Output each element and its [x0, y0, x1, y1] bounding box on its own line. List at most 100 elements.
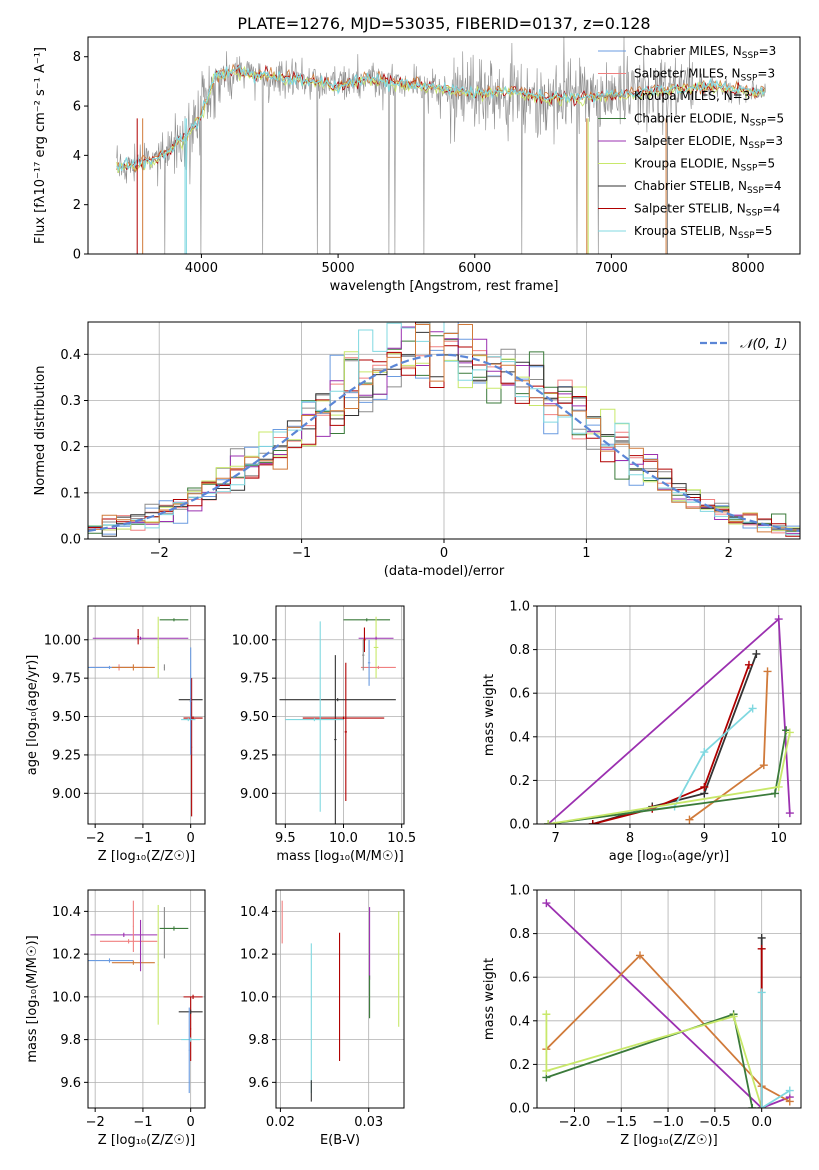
- y-tick-label: 9.25: [52, 748, 81, 763]
- normal-curve: [88, 353, 800, 532]
- x-tick-label: 0.03: [354, 1115, 383, 1130]
- weight-series: [544, 726, 791, 824]
- legend-label: Kroupa ELODIE, NSSP=5: [634, 157, 775, 174]
- y-tick-label: 9.6: [248, 1076, 269, 1091]
- weight-line: [688, 671, 769, 821]
- error-bar: [319, 621, 322, 812]
- weight-marker: [748, 704, 757, 713]
- weight-marker: [774, 782, 783, 791]
- weight-line: [592, 664, 750, 824]
- x-tick-label: −1.5: [605, 1115, 637, 1130]
- weight-line: [548, 732, 791, 824]
- error-bar: [373, 616, 379, 679]
- weight-line: [760, 992, 791, 1108]
- x-tick-label: 9: [700, 831, 708, 846]
- y-tick-label: 9.75: [240, 672, 269, 687]
- weight-marker: [774, 615, 783, 624]
- error-bar: [191, 678, 193, 817]
- weight-marker: [635, 951, 644, 960]
- weight-marker: [757, 944, 766, 953]
- weight-line: [548, 730, 787, 824]
- x-axis-label: Z [log₁₀(Z/Z☉)]: [98, 849, 195, 864]
- y-tick-label: 10.0: [240, 990, 269, 1005]
- x-axis-label: Z [log₁₀(Z/Z☉)]: [620, 1133, 717, 1148]
- legend-label: Salpeter STELIB, NSSP=4: [634, 202, 780, 219]
- weight-marker: [752, 649, 761, 658]
- error-bar: [163, 664, 165, 671]
- y-axis-label: Normed distribution: [33, 366, 48, 496]
- y-tick-label: 0.2: [509, 774, 530, 789]
- figure-title: PLATE=1276, MJD=53035, FIBERID=0137, z=0…: [237, 14, 650, 33]
- legend-label: Kroupa STELIB, NSSP=5: [634, 224, 772, 241]
- plot-area-mass_vs_ebv: [276, 890, 404, 1108]
- y-tick-label: 10.2: [240, 948, 269, 963]
- weight-marker: [744, 660, 753, 669]
- x-tick-label: −2: [150, 546, 169, 561]
- weight-line: [545, 902, 791, 1108]
- x-tick-label: −2: [86, 1115, 105, 1130]
- error-bar: [111, 664, 155, 671]
- error-bar: [163, 907, 165, 959]
- plot-area-spectrum: [116, 37, 766, 254]
- error-bar: [159, 618, 189, 622]
- x-tick-label: 2: [725, 546, 733, 561]
- x-tick-label: 10.0: [329, 831, 358, 846]
- x-tick-label: 8: [626, 831, 634, 846]
- x-tick-label: 7000: [595, 261, 628, 276]
- y-axis-label: age [log₁₀(age/yr)]: [25, 655, 40, 776]
- y-tick-label: 10.4: [52, 905, 81, 920]
- error-bar: [159, 926, 189, 931]
- weight-series: [588, 649, 761, 824]
- error-bar: [157, 616, 159, 679]
- panel-massweight_vs_age: 7 8 9 10 0.0 0.2 0.4 0.6 0.8 1.0 age [log₁₀(age/yr…: [482, 600, 802, 864]
- weight-marker: [588, 820, 597, 824]
- x-tick-label: 8000: [732, 261, 765, 276]
- y-tick-label: 9.8: [248, 1033, 269, 1048]
- error-bar: [111, 960, 155, 965]
- y-tick-label: 1.0: [509, 884, 530, 899]
- error-bar: [181, 1037, 201, 1042]
- y-tick-label: 6: [73, 100, 81, 115]
- x-tick-label: 7: [551, 831, 559, 846]
- error-bar: [343, 618, 391, 622]
- x-tick-label: 0.0: [751, 1115, 772, 1130]
- error-bar: [367, 639, 371, 686]
- error-bar: [99, 939, 158, 944]
- y-tick-label: 0.4: [509, 730, 530, 745]
- legend-label: Chabrier MILES, NSSP=3: [634, 44, 776, 61]
- y-tick-label: 0.0: [60, 533, 81, 548]
- axes-frame: [275, 889, 405, 1109]
- weight-marker: [700, 748, 709, 757]
- weight-marker: [757, 933, 766, 942]
- legend: Chabrier MILES, NSSP=3 Salpeter MILES, NS…: [598, 44, 784, 241]
- model-spectrum: [116, 65, 765, 172]
- y-axis-label: mass [log₁₀(M/M☉)]: [25, 935, 40, 1062]
- weight-marker: [757, 988, 766, 997]
- error-bar: [181, 718, 196, 722]
- x-tick-label: 10.5: [387, 831, 416, 846]
- x-tick-label: −0.5: [699, 1115, 731, 1130]
- weight-marker: [763, 667, 772, 676]
- x-tick-label: 0: [187, 831, 195, 846]
- x-axis-label: wavelength [Angstrom, rest frame]: [330, 279, 559, 294]
- x-tick-label: 5000: [322, 261, 355, 276]
- legend-label: Chabrier ELODIE, NSSP=5: [634, 112, 784, 129]
- y-tick-label: 9.8: [60, 1033, 81, 1048]
- panel-mass_vs_Z: −2 −1 0 9.6 9.8 10.0 10.2 10.4 Z [log₁₀(Z/Z☉)] ma…: [25, 889, 206, 1148]
- y-tick-label: 0.6: [509, 687, 530, 702]
- x-tick-label: −2: [86, 831, 105, 846]
- x-tick-label: 0: [440, 546, 448, 561]
- legend-label: 𝒩(0, 1): [740, 337, 787, 352]
- x-tick-label: 10: [770, 831, 787, 846]
- legend-label: Chabrier STELIB, NSSP=4: [634, 179, 782, 196]
- y-tick-label: 0: [73, 248, 81, 263]
- x-tick-label: −1: [133, 831, 152, 846]
- y-axis-label: Flux [fλ10⁻¹⁷ erg cm⁻² s⁻¹ A⁻¹]: [33, 47, 48, 244]
- x-axis-label: Z [log₁₀(Z/Z☉)]: [98, 1133, 195, 1148]
- y-tick-label: 9.50: [52, 710, 81, 725]
- weight-line: [545, 954, 791, 1103]
- panel-residuals: −2 −1 0 1 2 0.0 0.1 0.2 0.3 0.4 (data-model)/error…: [33, 321, 801, 579]
- axes-frame: [536, 605, 802, 825]
- legend-label: Salpeter ELODIE, NSSP=3: [634, 134, 783, 151]
